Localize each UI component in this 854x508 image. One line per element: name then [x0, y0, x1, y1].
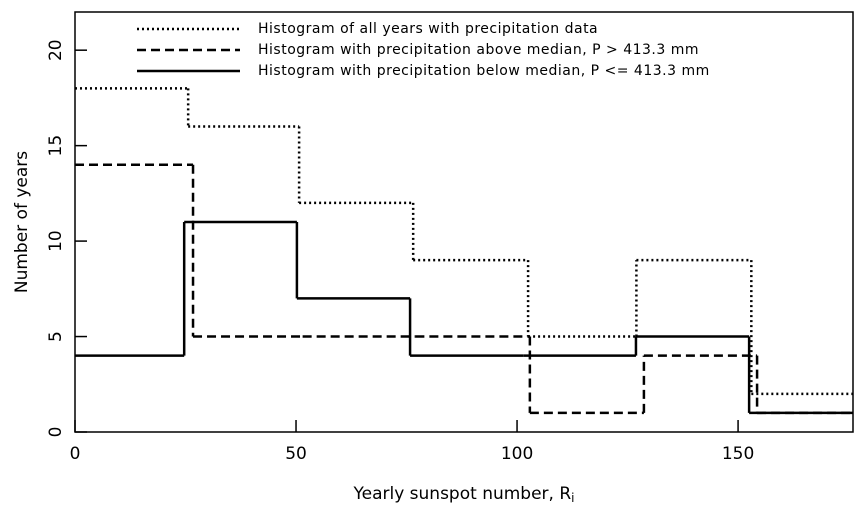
x-axis-label-subscript: i: [571, 491, 574, 505]
plot-frame: [74, 11, 854, 433]
x-tick-label: 50: [285, 444, 307, 464]
x-axis-label: Yearly sunspot number, Ri: [352, 484, 574, 505]
y-axis-label: Number of years: [12, 151, 32, 293]
y-tick-label: 0: [46, 427, 66, 438]
y-tick-label: 10: [46, 230, 66, 252]
x-axis-label-text: Yearly sunspot number, R: [352, 484, 571, 504]
x-tick-label: 150: [722, 444, 754, 464]
y-tick-label: 5: [46, 331, 66, 342]
legend-text: Histogram with precipitation above media…: [258, 42, 699, 58]
legend-text: Histogram with precipitation below media…: [258, 63, 710, 79]
y-tick-label: 15: [46, 135, 66, 157]
x-tick-label: 100: [501, 444, 533, 464]
y-tick-label: 20: [46, 39, 66, 61]
legend-text: Histogram of all years with precipitatio…: [258, 21, 598, 37]
x-tick-label: 0: [70, 444, 81, 464]
